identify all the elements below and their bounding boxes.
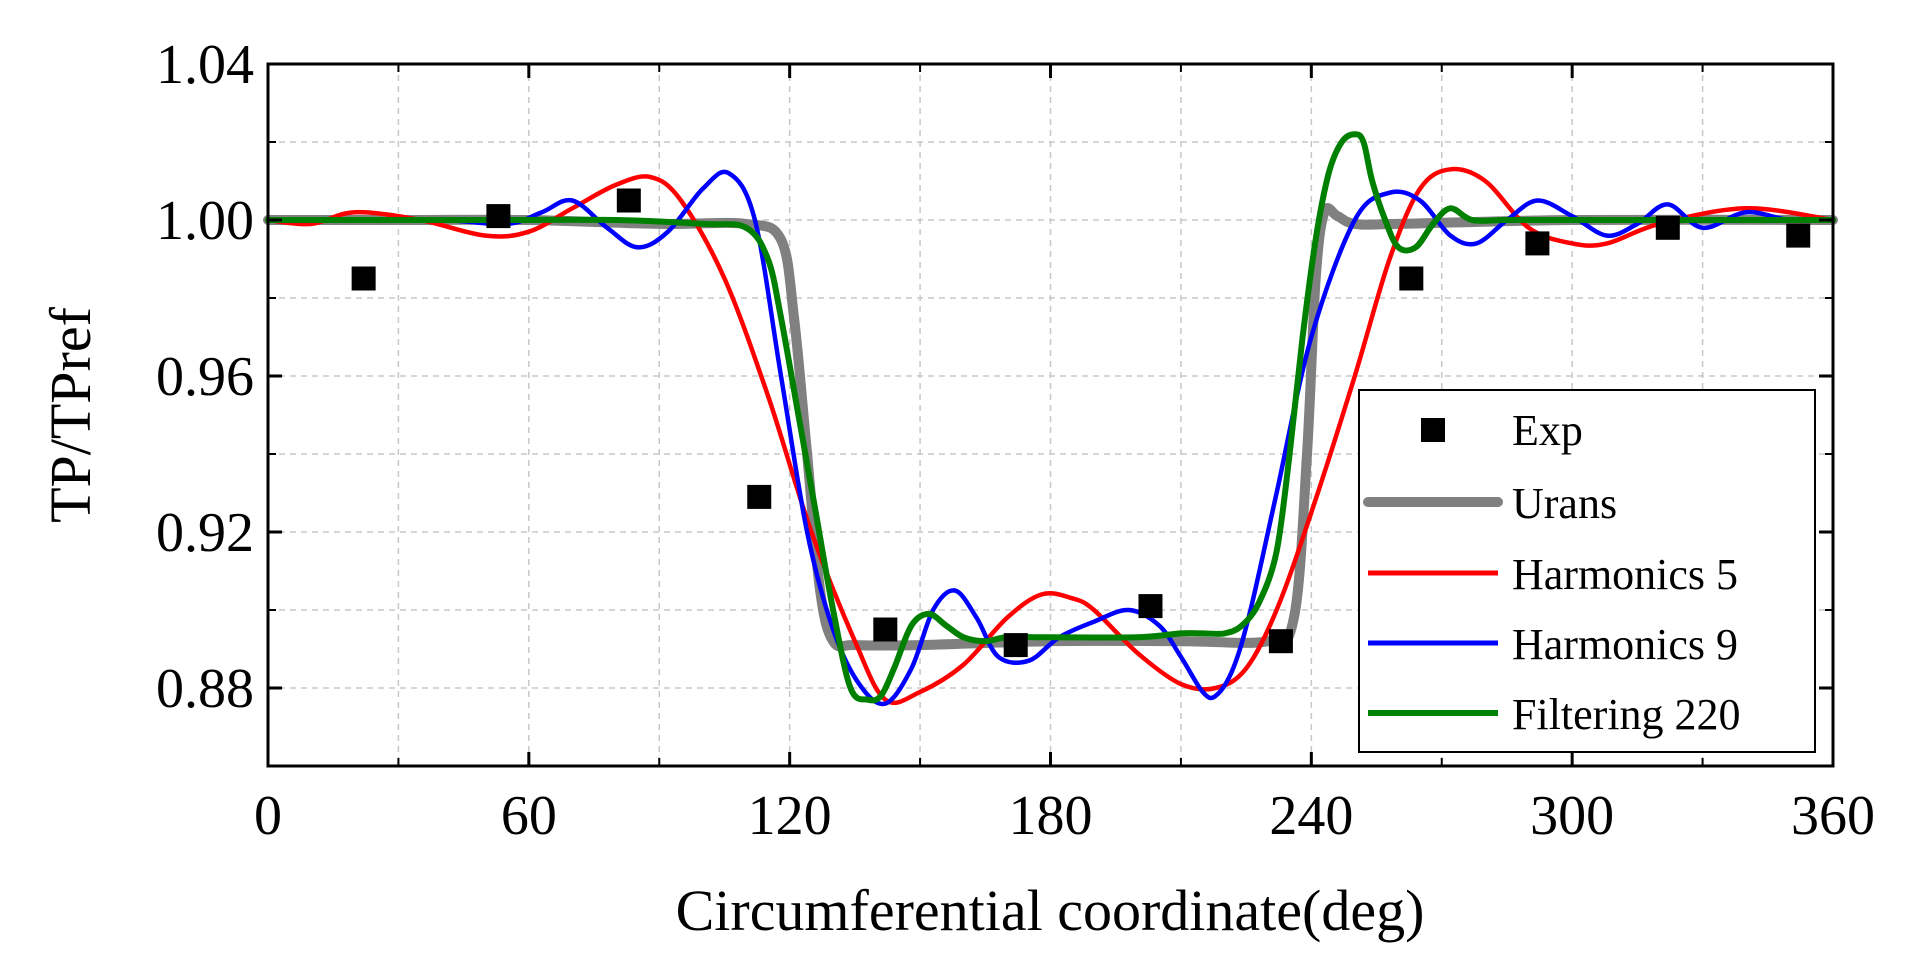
x-tick-label: 360 xyxy=(1791,785,1875,847)
exp-marker xyxy=(1003,633,1028,658)
x-axis-title: Circumferential coordinate(deg) xyxy=(676,878,1425,943)
exp-marker xyxy=(873,617,898,642)
exp-marker xyxy=(1399,266,1424,291)
y-tick-label: 1.00 xyxy=(156,190,254,252)
y-axis-title: TP/TPref xyxy=(38,306,103,523)
legend-label-harmonics-9: Harmonics 9 xyxy=(1512,620,1738,669)
exp-marker xyxy=(1268,629,1293,654)
y-tick-label: 0.92 xyxy=(156,502,254,564)
legend-label-harmonics-5: Harmonics 5 xyxy=(1512,550,1738,599)
x-tick-label: 180 xyxy=(1009,785,1093,847)
axis-ticks xyxy=(266,62,1835,766)
x-tick-label: 60 xyxy=(501,785,557,847)
exp-marker xyxy=(486,204,511,229)
exp-marker xyxy=(1138,594,1163,619)
x-tick-label: 300 xyxy=(1530,785,1614,847)
legend-label-urans: Urans xyxy=(1512,479,1617,528)
legend-label-filtering-220: Filtering 220 xyxy=(1512,690,1741,739)
tick-labels: 0 60 120 180 240 300 360 0.88 0.92 0.96 1.00 1.04 xyxy=(156,34,1875,847)
series-line-harmonics-9 xyxy=(265,169,1836,707)
y-tick-label: 0.96 xyxy=(156,346,254,408)
legend-label-exp: Exp xyxy=(1512,406,1583,455)
y-tick-label: 0.88 xyxy=(156,658,254,720)
exp-marker xyxy=(1786,223,1811,248)
series-line-harmonics-5 xyxy=(265,166,1836,706)
y-tick-label: 1.04 xyxy=(156,34,254,96)
x-tick-label: 120 xyxy=(748,785,832,847)
legend-marker-exp xyxy=(1421,418,1445,442)
x-tick-label: 240 xyxy=(1269,785,1353,847)
exp-marker xyxy=(1655,215,1680,240)
series-line-filtering-220 xyxy=(265,131,1836,704)
x-tick-label: 0 xyxy=(254,785,282,847)
exp-marker xyxy=(1525,231,1550,256)
legend: Exp Urans Harmonics 5 Harmonics 9 Filter… xyxy=(1358,389,1816,753)
series-layer xyxy=(263,131,1838,707)
exp-marker xyxy=(616,188,641,213)
exp-marker xyxy=(747,484,772,509)
exp-marker xyxy=(351,266,376,291)
